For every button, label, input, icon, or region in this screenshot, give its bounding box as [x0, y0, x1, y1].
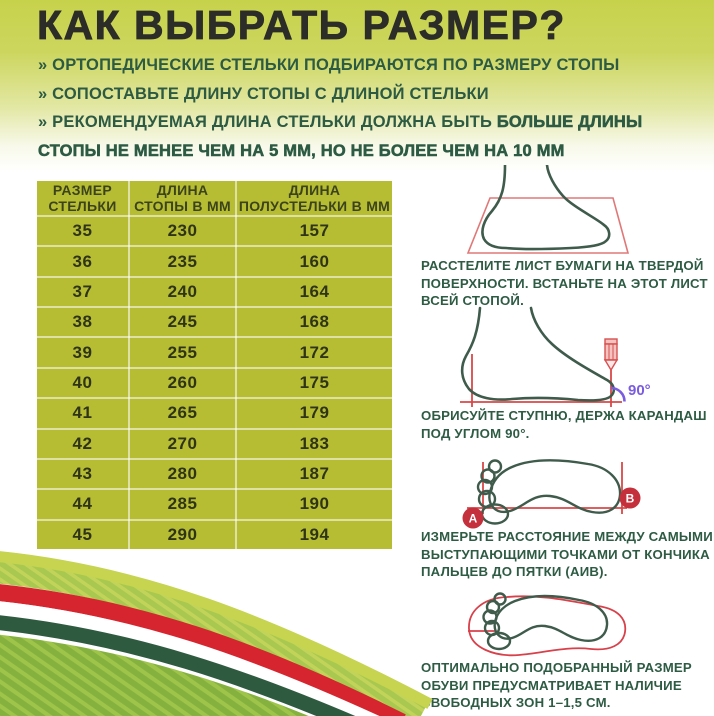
table-header-row: РАЗМЕР СТЕЛЬКИ ДЛИНА СТОПЫ В ММ ДЛИНА ПО…: [37, 181, 392, 217]
step-4-caption: ОПТИМАЛЬНО ПОДОБРАННЫЙ РАЗМЕР ОБУВИ ПРЕД…: [421, 660, 692, 710]
table-row: 41 265 179: [37, 398, 392, 430]
bullet-item-2: » СОПОСТАВЬТЕ ДЛИНУ СТОПЫ С ДЛИНОЙ СТЕЛЬ…: [38, 84, 489, 103]
step-1-caption: РАССТЕЛИТЕ ЛИСТ БУМАГИ НА ТВЕРДОЙ ПОВЕРХ…: [421, 258, 708, 308]
table-row: 40 260 175: [37, 367, 392, 400]
foot-on-paper-icon: [466, 165, 630, 254]
table-cell: 45: [37, 519, 130, 549]
bullet-item-1: » ОРТОПЕДИЧЕСКИЕ СТЕЛЬКИ ПОДБИРАЮТСЯ ПО …: [38, 56, 620, 74]
bullet-3-lead: » РЕКОМЕНДУЕМАЯ ДЛИНА СТЕЛЬКИ ДОЛЖНА БЫТ…: [38, 113, 497, 131]
marker-b-label: В: [626, 492, 635, 506]
table-cell: 280: [129, 458, 237, 491]
table-row: 39 255 172: [37, 337, 392, 369]
table-cell: 44: [37, 489, 130, 521]
step-2-illustration: 90°: [450, 306, 672, 410]
table-cell: 36: [37, 246, 130, 278]
page-title: КАК ВЫБРАТЬ РАЗМЕР?: [37, 2, 566, 49]
table-cell: 157: [236, 216, 392, 248]
table-cell: 179: [236, 398, 392, 430]
bullet-3-strong: БОЛЬШЕ ДЛИНЫ СТОПЫ НЕ МЕНЕЕ ЧЕМ НА 5 ММ,…: [38, 113, 643, 160]
table-cell: 43: [37, 458, 130, 491]
table-cell: 41: [37, 398, 130, 430]
table-cell: 290: [129, 519, 237, 549]
table-cell: 245: [129, 307, 237, 339]
step-3-caption: ИЗМЕРЬТЕ РАССТОЯНИЕ МЕЖДУ САМЫМИ ВЫСТУПА…: [421, 529, 713, 579]
marker-a-label: А: [469, 512, 478, 526]
table-cell: 240: [129, 276, 237, 309]
angle-90-label: 90°: [628, 382, 651, 399]
table-cell: 285: [129, 489, 237, 521]
table-cell: 187: [236, 458, 392, 491]
step-2-caption: ОБРИСУЙТЕ СТУПНЮ, ДЕРЖА КАРАНДАШ ПОД УГЛ…: [421, 408, 707, 441]
table-cell: 183: [236, 428, 392, 460]
table-cell: 168: [236, 307, 392, 339]
foot-trace-pencil-icon: 90°: [460, 306, 651, 407]
table-cell: 164: [236, 276, 392, 309]
table-cell: 260: [129, 367, 237, 400]
step-3-illustration: А В: [440, 450, 675, 532]
table-cell: 160: [236, 246, 392, 278]
table-cell: 35: [37, 216, 130, 248]
table-row: 44 285 190: [37, 489, 392, 521]
footprint-measure-icon: А В: [462, 459, 641, 529]
table-row: 38 245 168: [37, 307, 392, 339]
marker-b-badge: [619, 487, 641, 509]
table-cell: 172: [236, 337, 392, 369]
footprint-insole-icon: [468, 592, 627, 657]
table-cell: 38: [37, 307, 130, 339]
table-cell: 39: [37, 337, 130, 369]
bullet-list: » ОРТОПЕДИЧЕСКИЕ СТЕЛЬКИ ПОДБИРАЮТСЯ ПО …: [38, 51, 674, 165]
col-header-half-insole-length: ДЛИНА ПОЛУСТЕЛЬКИ В ММ: [236, 181, 392, 217]
table-cell: 194: [299, 524, 330, 544]
table-cell: 230: [129, 216, 237, 248]
table-row: 45 290 194: [37, 519, 392, 549]
size-table-body: 35 230 157 36 235 160 37 240 164 38 245 168 39 255 172…: [37, 216, 392, 549]
table-cell: 42: [37, 428, 130, 460]
col-header-foot-length: ДЛИНА СТОПЫ В ММ: [129, 181, 237, 217]
table-row: 42 270 183: [37, 428, 392, 460]
wave-decoration: [0, 551, 433, 716]
bullet-item-3: » РЕКОМЕНДУЕМАЯ ДЛИНА СТЕЛЬКИ ДОЛЖНА БЫТ…: [38, 108, 674, 165]
size-table: РАЗМЕР СТЕЛЬКИ ДЛИНА СТОПЫ В ММ ДЛИНА ПО…: [37, 181, 392, 549]
table-row: 43 280 187: [37, 458, 392, 491]
table-cell: 270: [129, 428, 237, 460]
table-cell: 175: [236, 367, 392, 400]
table-row: 37 240 164: [37, 276, 392, 309]
table-cell: 255: [129, 337, 237, 369]
header-gradient-background: [0, 0, 714, 172]
table-cell: 265: [129, 398, 237, 430]
table-cell: 190: [236, 489, 392, 521]
table-cell: 37: [37, 276, 130, 309]
table-cell: 235: [129, 246, 237, 278]
step-4-illustration: [455, 585, 640, 665]
table-cell: 40: [37, 367, 130, 400]
marker-a-badge: [462, 507, 484, 529]
step-1-illustration: [455, 165, 660, 259]
table-row: 36 235 160: [37, 246, 392, 278]
table-row: 35 230 157: [37, 216, 392, 248]
col-header-insole-size: РАЗМЕР СТЕЛЬКИ: [37, 181, 130, 217]
